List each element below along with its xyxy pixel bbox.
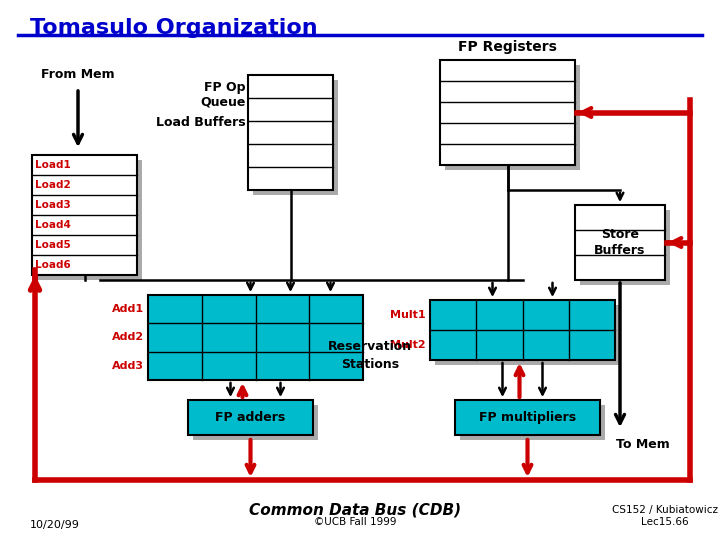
Bar <box>580 210 670 285</box>
Bar <box>148 295 363 380</box>
Bar <box>440 60 575 165</box>
Bar <box>455 400 600 435</box>
Text: Add1: Add1 <box>112 304 144 314</box>
Text: Tomasulo Organization: Tomasulo Organization <box>30 18 318 38</box>
Text: Load2: Load2 <box>35 180 71 190</box>
Text: Buffers: Buffers <box>594 244 646 257</box>
Text: FP multipliers: FP multipliers <box>479 411 576 424</box>
Text: FP Op: FP Op <box>204 80 246 93</box>
Text: ©UCB Fall 1999: ©UCB Fall 1999 <box>314 517 396 527</box>
Text: Queue: Queue <box>201 96 246 109</box>
Bar <box>460 405 605 440</box>
Bar <box>430 300 615 360</box>
Text: To Mem: To Mem <box>616 438 670 451</box>
Text: Add3: Add3 <box>112 361 144 371</box>
Text: Load6: Load6 <box>35 260 71 270</box>
Bar <box>37 160 142 280</box>
Bar <box>188 400 313 435</box>
Bar <box>248 75 333 190</box>
Text: 10/20/99: 10/20/99 <box>30 520 80 530</box>
Text: Load1: Load1 <box>35 160 71 170</box>
Text: Common Data Bus (CDB): Common Data Bus (CDB) <box>249 503 461 517</box>
Bar <box>32 155 137 275</box>
Text: Mult2: Mult2 <box>390 340 426 350</box>
Text: CS152 / Kubiatowicz
Lec15.66: CS152 / Kubiatowicz Lec15.66 <box>612 505 718 527</box>
Bar <box>253 80 338 195</box>
Text: Mult1: Mult1 <box>390 310 426 320</box>
Text: Load Buffers: Load Buffers <box>156 116 246 129</box>
Bar <box>435 305 620 365</box>
Text: Add2: Add2 <box>112 333 144 342</box>
Text: FP adders: FP adders <box>215 411 286 424</box>
Bar <box>445 65 580 170</box>
Text: Load5: Load5 <box>35 240 71 250</box>
Bar <box>193 405 318 440</box>
Text: Store: Store <box>601 228 639 241</box>
Text: Reservation
Stations: Reservation Stations <box>328 340 412 370</box>
Text: From Mem: From Mem <box>41 69 114 82</box>
Bar <box>575 205 665 280</box>
Text: FP Registers: FP Registers <box>458 40 557 54</box>
Text: Load3: Load3 <box>35 200 71 210</box>
Text: Load4: Load4 <box>35 220 71 230</box>
